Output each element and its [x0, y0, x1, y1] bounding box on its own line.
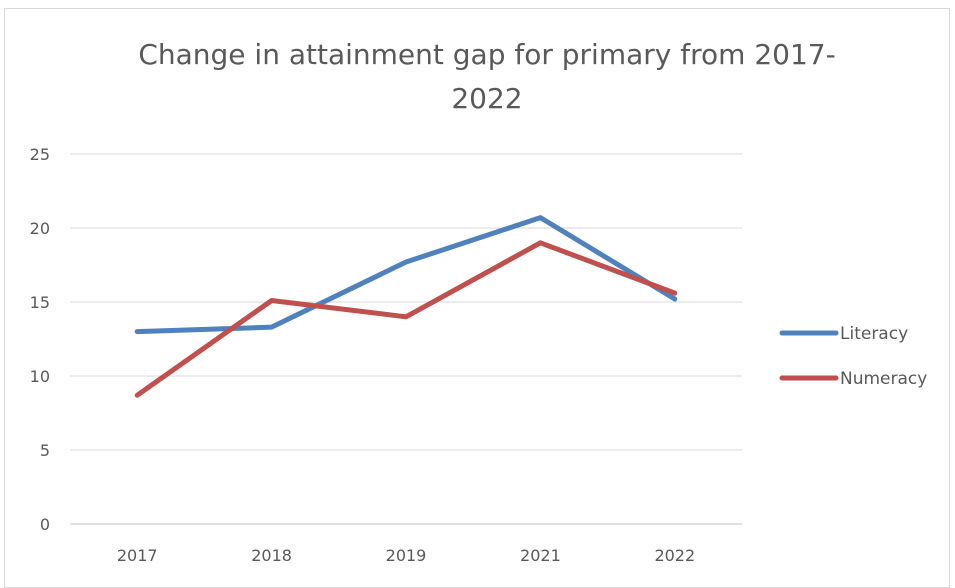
series-lines: [134, 215, 678, 398]
chart-title-line-1: Change in attainment gap for primary fro…: [138, 38, 835, 71]
chart-frame: [4, 8, 950, 588]
y-tick-label: 25: [30, 145, 50, 164]
y-tick-label: 20: [30, 219, 50, 238]
legend: Literacy Numeracy: [779, 324, 927, 389]
y-tick-label: 0: [40, 515, 50, 534]
legend-label-numeracy: Numeracy: [840, 369, 927, 389]
x-tick-label: 2018: [251, 546, 292, 565]
x-tick-label: 2019: [386, 546, 427, 565]
series-line-literacy: [134, 215, 678, 335]
series-line-numeracy: [134, 240, 678, 398]
y-tick-label: 5: [40, 441, 50, 460]
y-tick-label: 10: [30, 367, 50, 386]
legend-label-literacy: Literacy: [840, 324, 908, 344]
y-axis-ticks: 0 5 10 15 20 25: [30, 145, 50, 534]
y-tick-label: 15: [30, 293, 50, 312]
x-tick-label: 2021: [520, 546, 561, 565]
chart-title-line-2: 2022: [451, 82, 522, 115]
x-tick-label: 2017: [117, 546, 158, 565]
x-axis-ticks: 2017 2018 2019 2021 2022: [117, 546, 695, 565]
x-tick-label: 2022: [654, 546, 695, 565]
gridlines: [70, 153, 742, 525]
